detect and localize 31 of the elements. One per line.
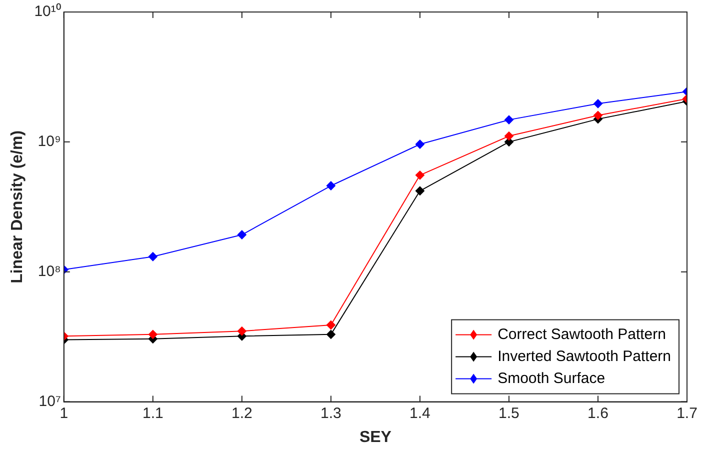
y-tick-label: 10⁷: [38, 392, 61, 410]
x-tick-label: 1.1: [142, 404, 164, 422]
point: [237, 326, 246, 336]
point: [415, 140, 424, 149]
point: [326, 330, 336, 339]
point: [148, 330, 158, 339]
x-axis-title: SEY: [359, 428, 392, 446]
x-tick-label: 1: [60, 404, 68, 422]
legend-label: Smooth Surface: [498, 370, 606, 387]
legend-label: Inverted Sawtooth Pattern: [498, 348, 671, 365]
point: [326, 181, 336, 190]
point: [504, 115, 514, 124]
y-tick-label: 10¹⁰: [34, 3, 61, 20]
point: [593, 99, 602, 108]
legend-label: Correct Sawtooth Pattern: [498, 326, 666, 343]
x-tick-label: 1.7: [676, 404, 698, 422]
point: [593, 110, 602, 120]
x-tick-label: 1.5: [498, 404, 520, 422]
x-tick-label: 1.6: [588, 404, 608, 422]
x-tick-label: 1.3: [320, 404, 342, 422]
point: [326, 320, 336, 330]
y-axis-title: Linear Density (e/m): [9, 130, 26, 284]
y-tick-label: 10⁸: [38, 263, 61, 280]
point: [415, 186, 424, 196]
y-tick-label: 10⁹: [38, 133, 61, 150]
point: [415, 170, 424, 180]
point: [148, 252, 158, 262]
x-tick-label: 1.4: [410, 404, 430, 422]
point: [504, 132, 514, 141]
x-tick-label: 1.2: [231, 404, 252, 422]
point: [237, 230, 246, 240]
